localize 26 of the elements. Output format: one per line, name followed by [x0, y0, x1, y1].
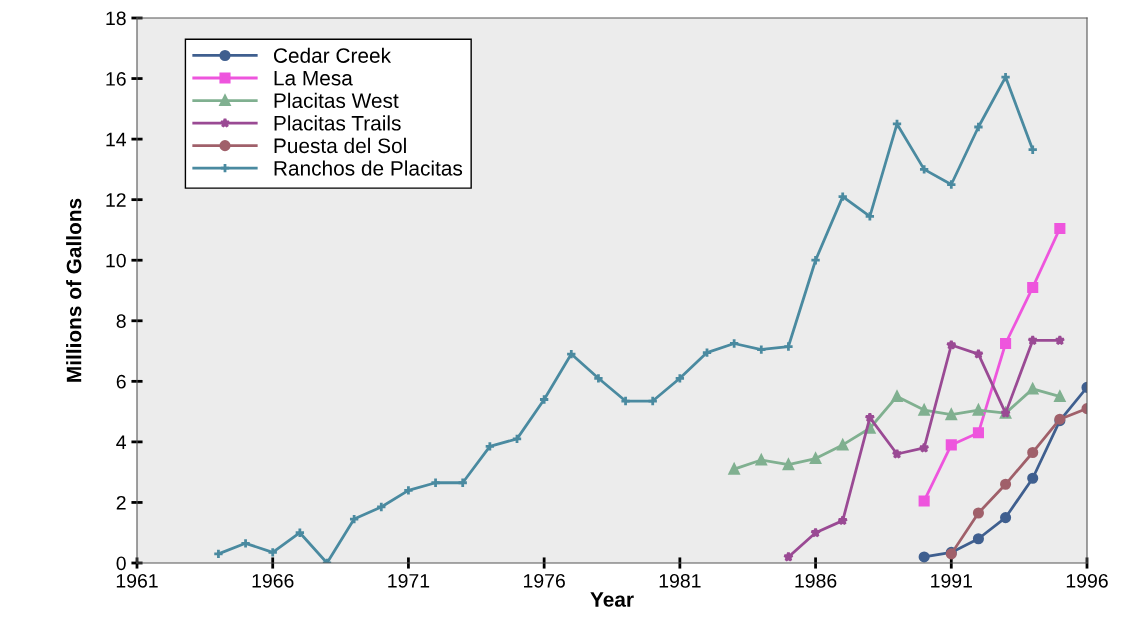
- legend-label: Placitas West: [274, 92, 399, 109]
- legend-label: Placitas Trails: [274, 115, 401, 131]
- y-tick-label: 10: [106, 253, 126, 268]
- x-tick-label: 1996: [1066, 573, 1108, 588]
- x-tick-label: 1981: [659, 573, 701, 588]
- legend-label: Ranchos de Placitas: [274, 160, 463, 176]
- x-tick-label: 1976: [524, 573, 565, 588]
- y-tick-label: 2: [116, 495, 126, 510]
- x-tick-label: 1961: [116, 573, 158, 588]
- y-axis-title: Millions of Gallons: [66, 198, 82, 382]
- y-tick-label: 6: [116, 374, 126, 389]
- legend-label: La Mesa: [274, 70, 353, 86]
- y-tick-label: 4: [116, 435, 127, 449]
- x-axis-title: Year: [590, 592, 634, 607]
- legend-label: Puesta del Sol: [274, 137, 406, 154]
- y-tick-label: 8: [116, 314, 126, 329]
- y-tick-label: 0: [116, 556, 126, 571]
- y-tick-label: 12: [106, 193, 126, 207]
- y-tick-label: 18: [106, 11, 126, 26]
- y-tick-label: 16: [106, 72, 126, 86]
- x-tick-label: 1991: [931, 573, 972, 588]
- x-tick-label: 1986: [795, 573, 837, 588]
- x-tick-label: 1966: [252, 573, 294, 588]
- legend-label: Cedar Creek: [273, 47, 392, 63]
- y-tick-label: 14: [106, 132, 127, 147]
- x-tick-label: 1971: [388, 573, 430, 588]
